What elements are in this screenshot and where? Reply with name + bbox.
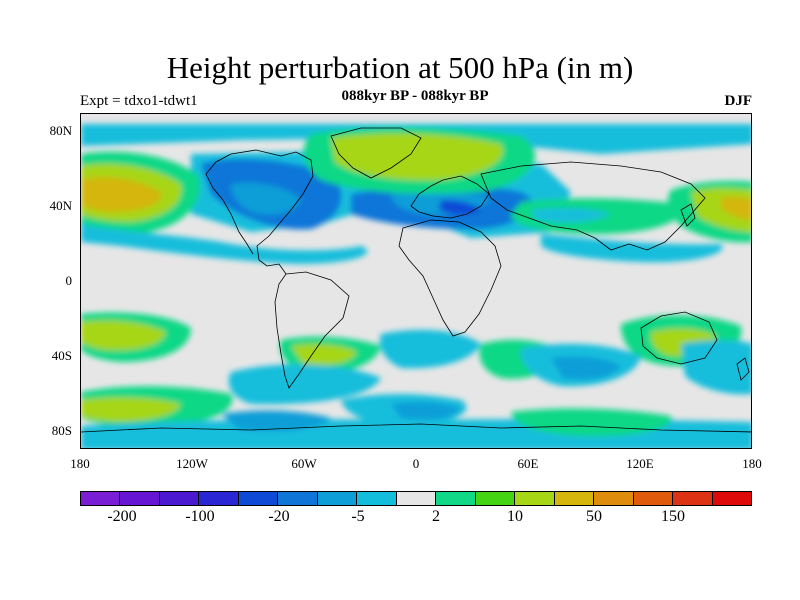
colorbar-swatch: [396, 492, 437, 505]
colorbar-swatch: [317, 492, 358, 505]
colorbar-swatch: [238, 492, 279, 505]
colorbar-swatch: [436, 492, 476, 505]
colorbar-swatch: [515, 492, 555, 505]
map-panel: [80, 113, 752, 449]
period-label: 088kyr BP - 088kyr BP: [341, 88, 489, 104]
colorbar-label: -100: [185, 508, 215, 525]
lon-label-60w: 60W: [291, 456, 317, 471]
lon-label-180e: 180: [742, 456, 762, 471]
colorbar-swatch: [554, 492, 595, 505]
colorbar-label: 150: [661, 508, 685, 525]
colorbar-swatch: [594, 492, 634, 505]
experiment-label: Expt = tdxo1-tdwt1: [80, 93, 198, 109]
colorbar-swatch: [712, 492, 751, 505]
colorbar-label: -20: [268, 508, 290, 525]
lon-label-0: 0: [412, 456, 420, 471]
colorbar-swatch: [199, 492, 239, 505]
colorbar-swatch: [159, 492, 200, 505]
colorbar-swatch: [81, 492, 121, 505]
lat-label-eq: 0: [65, 273, 73, 288]
coastlines: [81, 127, 751, 433]
colorbar-swatch: [633, 492, 674, 505]
lat-label-40s: 40S: [51, 348, 72, 363]
colorbar-swatch: [475, 492, 516, 505]
lon-label-180w: 180: [70, 456, 90, 471]
lat-label-80n: 80N: [49, 123, 72, 138]
colorbar-label: 10: [507, 508, 523, 525]
colorbar-label: -5: [351, 508, 365, 525]
lon-label-120w: 120W: [176, 456, 208, 471]
colorbar-swatch: [120, 492, 160, 505]
colorbar-swatch: [278, 492, 318, 505]
colorbar-swatch: [673, 492, 713, 505]
colorbar-label: 2: [432, 508, 440, 525]
colorbar-label: -200: [107, 508, 137, 525]
lon-label-60e: 60E: [517, 456, 539, 471]
plot-title: Height perturbation at 500 hPa (in m): [166, 50, 634, 85]
colorbar-label: 50: [586, 508, 602, 525]
lat-label-80s: 80S: [51, 423, 72, 438]
lat-label-40n: 40N: [49, 198, 72, 213]
colorbar: [80, 491, 752, 506]
season-label: DJF: [724, 93, 753, 109]
colorbar-swatch: [357, 492, 397, 505]
height-perturbation-map: [81, 114, 751, 448]
lon-label-120e: 120E: [626, 456, 654, 471]
